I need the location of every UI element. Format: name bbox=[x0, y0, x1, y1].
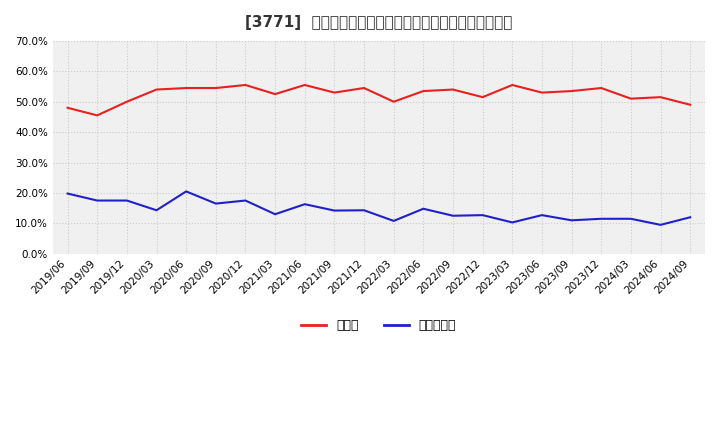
Title: [3771]  現預金、有利子負債の総資産に対する比率の推移: [3771] 現預金、有利子負債の総資産に対する比率の推移 bbox=[246, 15, 513, 30]
Legend: 現預金, 有利子負債: 現預金, 有利子負債 bbox=[297, 314, 462, 337]
